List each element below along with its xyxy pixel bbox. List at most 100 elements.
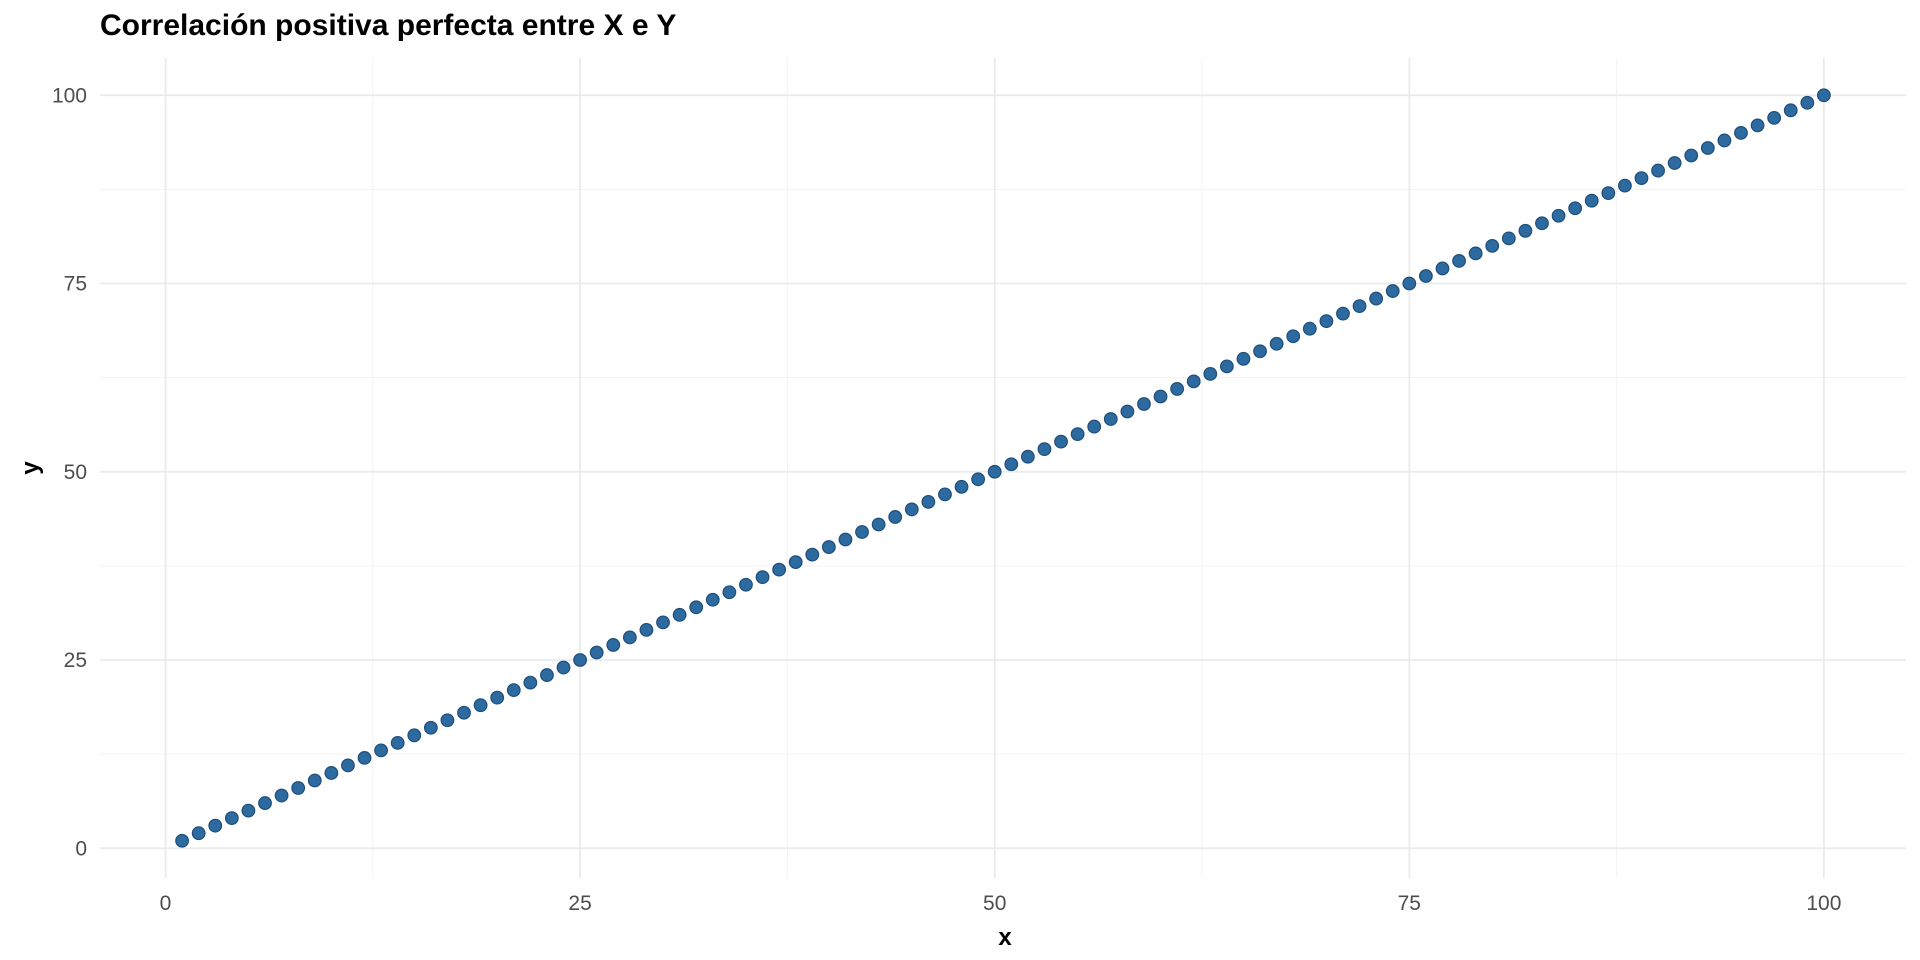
data-point — [689, 600, 704, 615]
data-point — [1452, 254, 1466, 268]
data-point — [1302, 321, 1317, 336]
data-point — [1120, 404, 1135, 419]
data-point — [871, 517, 886, 532]
x-tick-label: 75 — [1398, 892, 1421, 915]
data-point — [1817, 88, 1831, 103]
y-tick-label: 100 — [52, 84, 87, 107]
data-point — [672, 607, 687, 622]
data-point — [1286, 329, 1301, 344]
data-point — [341, 758, 355, 773]
data-point — [473, 698, 488, 713]
data-point — [1319, 314, 1334, 329]
data-point — [1369, 291, 1384, 306]
data-point — [1783, 103, 1798, 118]
data-point — [1385, 284, 1400, 298]
chart-title: Correlación positiva perfecta entre X e … — [100, 9, 677, 42]
data-point — [241, 803, 256, 818]
data-point — [938, 487, 952, 502]
data-point — [838, 532, 853, 547]
data-point — [407, 728, 422, 743]
data-point — [1269, 336, 1284, 351]
data-point — [1767, 110, 1782, 125]
data-point — [1700, 141, 1715, 155]
data-point — [1651, 163, 1665, 178]
data-point — [258, 796, 272, 810]
data-point — [971, 472, 986, 487]
data-point — [1717, 133, 1732, 148]
x-axis-ticks: 0 25 50 75 100 — [160, 892, 1842, 915]
data-point — [1667, 156, 1682, 170]
data-point — [805, 547, 820, 562]
data-point — [1734, 126, 1748, 140]
data-point — [1352, 299, 1367, 314]
y-tick-label: 0 — [75, 837, 87, 860]
data-point — [1219, 359, 1234, 374]
data-point — [739, 577, 753, 592]
data-point — [357, 750, 372, 765]
data-point — [1485, 238, 1500, 253]
data-point — [1634, 171, 1649, 186]
data-point — [1137, 397, 1151, 411]
data-point — [1584, 193, 1599, 208]
data-point — [1468, 246, 1483, 261]
data-point — [1186, 374, 1201, 389]
data-point — [1435, 261, 1450, 276]
data-point — [954, 479, 969, 494]
y-axis-ticks: 0 25 50 75 100 — [52, 84, 87, 860]
data-point — [556, 660, 571, 675]
y-tick-label: 50 — [64, 461, 87, 484]
data-point — [606, 638, 621, 652]
data-point — [1601, 186, 1616, 201]
data-point — [540, 668, 554, 682]
data-point — [490, 690, 505, 705]
data-point — [191, 826, 206, 841]
data-point — [987, 464, 1002, 479]
data-point — [705, 592, 720, 607]
x-tick-label: 100 — [1806, 892, 1841, 915]
data-point — [1054, 434, 1068, 449]
data-point — [1518, 223, 1533, 238]
data-point — [208, 818, 223, 833]
x-tick-label: 25 — [568, 892, 591, 915]
data-point — [1004, 457, 1019, 472]
data-point — [175, 833, 189, 848]
data-point — [921, 494, 936, 509]
data-point — [855, 525, 869, 539]
y-tick-label: 75 — [64, 273, 87, 296]
data-point — [1618, 178, 1632, 193]
data-point — [888, 510, 903, 524]
data-point — [1336, 306, 1350, 321]
data-point — [573, 653, 588, 667]
x-axis-title: x — [998, 924, 1012, 951]
data-point — [589, 645, 604, 660]
data-point — [1684, 148, 1699, 163]
data-point — [1153, 389, 1168, 404]
data-point — [1070, 427, 1085, 442]
data-point — [821, 540, 836, 554]
x-tick-label: 0 — [160, 892, 172, 915]
data-point — [1020, 449, 1035, 464]
data-points — [175, 88, 1831, 848]
data-point — [374, 743, 388, 758]
data-point — [274, 788, 289, 803]
data-point — [440, 713, 455, 728]
data-point — [904, 502, 919, 517]
data-point — [1103, 412, 1118, 426]
data-point — [307, 773, 322, 788]
x-tick-label: 50 — [983, 892, 1006, 915]
data-point — [1535, 216, 1549, 231]
data-point — [788, 555, 803, 570]
data-point — [1236, 351, 1251, 366]
data-point — [1170, 382, 1185, 396]
data-point — [457, 705, 471, 720]
data-point — [1402, 276, 1417, 291]
y-axis-title: y — [17, 461, 44, 475]
data-point — [523, 675, 538, 690]
data-point — [423, 720, 438, 735]
data-point — [656, 615, 670, 630]
data-point — [1800, 95, 1815, 110]
grid — [100, 58, 1906, 878]
data-point — [1551, 208, 1566, 223]
data-point — [224, 811, 239, 826]
